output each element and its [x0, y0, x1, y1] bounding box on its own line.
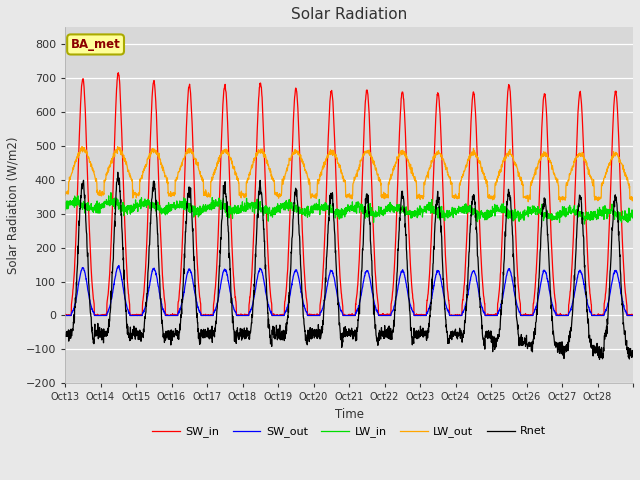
Line: SW_out: SW_out	[65, 265, 633, 315]
Rnet	[114, 169, 122, 175]
Y-axis label: Solar Radiation (W/m2): Solar Radiation (W/m2)	[7, 136, 20, 274]
LW_in	[520, 208, 528, 214]
SW_out	[520, 312, 528, 318]
Rnet	[520, 341, 528, 347]
LW_out	[114, 144, 122, 150]
Title: Solar Radiation: Solar Radiation	[291, 7, 407, 22]
LW_out	[383, 193, 391, 199]
SW_in	[552, 312, 560, 318]
LW_out	[61, 190, 69, 196]
LW_out	[552, 177, 560, 182]
Rnet	[61, 330, 69, 336]
LW_in	[621, 211, 629, 217]
SW_in	[520, 312, 528, 318]
SW_in	[61, 312, 69, 318]
SW_out	[383, 312, 391, 318]
LW_in	[118, 204, 126, 210]
LW_out	[118, 150, 126, 156]
LW_in	[61, 207, 69, 213]
LW_in	[383, 205, 391, 211]
Rnet	[118, 228, 126, 233]
SW_in	[115, 70, 122, 76]
Line: SW_in: SW_in	[65, 73, 633, 315]
LW_out	[241, 195, 248, 201]
X-axis label: Time: Time	[335, 408, 364, 421]
SW_out	[241, 312, 248, 318]
SW_in	[621, 287, 629, 293]
Line: LW_out: LW_out	[65, 147, 633, 202]
Line: Rnet: Rnet	[65, 172, 633, 360]
SW_in	[118, 137, 126, 143]
SW_in	[383, 312, 391, 318]
Line: LW_in: LW_in	[65, 192, 633, 224]
Rnet	[241, 335, 248, 340]
SW_out	[61, 312, 69, 318]
LW_in	[580, 221, 588, 227]
LW_in	[241, 200, 248, 206]
SW_out	[118, 277, 126, 283]
LW_out	[629, 196, 637, 202]
Rnet	[552, 341, 560, 347]
Legend: SW_in, SW_out, LW_in, LW_out, Rnet: SW_in, SW_out, LW_in, LW_out, Rnet	[147, 422, 550, 442]
LW_out	[520, 194, 528, 200]
Rnet	[596, 357, 604, 362]
LW_in	[629, 208, 637, 214]
LW_in	[107, 190, 115, 195]
Rnet	[621, 335, 629, 340]
LW_out	[556, 199, 564, 205]
Text: BA_met: BA_met	[70, 38, 120, 51]
Rnet	[629, 351, 637, 357]
SW_out	[115, 263, 123, 268]
SW_out	[552, 312, 560, 318]
LW_out	[621, 170, 629, 176]
LW_in	[552, 210, 560, 216]
SW_out	[629, 312, 637, 318]
SW_out	[621, 307, 629, 313]
SW_in	[241, 312, 248, 317]
Rnet	[383, 332, 391, 337]
SW_in	[629, 312, 637, 318]
